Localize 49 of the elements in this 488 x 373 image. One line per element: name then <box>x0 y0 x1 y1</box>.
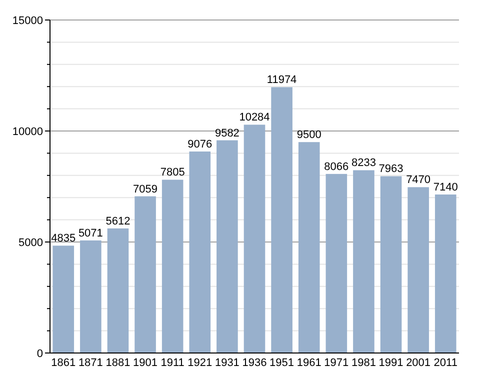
data-label: 5612 <box>106 215 130 228</box>
bar <box>189 152 211 353</box>
y-tick-label: 5000 <box>18 237 43 249</box>
data-label: 9582 <box>214 127 240 140</box>
bar <box>134 196 156 353</box>
bar <box>216 140 238 353</box>
bar <box>434 194 456 353</box>
data-label: 9500 <box>296 129 322 142</box>
x-tick-label: 1971 <box>324 357 349 369</box>
x-tick-label: 1911 <box>160 357 184 369</box>
bar <box>52 246 74 353</box>
x-tick-label: 2001 <box>406 357 431 369</box>
data-label: 11974 <box>266 74 297 86</box>
data-label: 7140 <box>433 181 458 194</box>
data-label: 4835 <box>51 232 76 245</box>
data-label: 5071 <box>78 227 103 240</box>
bar <box>162 180 184 353</box>
bar <box>271 87 292 353</box>
data-label: 7963 <box>378 163 404 176</box>
data-label: 7805 <box>160 166 185 179</box>
bar <box>107 228 129 353</box>
y-tick-label: 0 <box>36 348 43 360</box>
x-tick-label: 1951 <box>270 357 294 369</box>
bar <box>244 124 266 353</box>
x-tick-label: 1921 <box>188 357 212 369</box>
y-tick-label: 10000 <box>12 126 43 138</box>
x-tick-label: 1931 <box>214 357 240 369</box>
x-tick-label: 1961 <box>296 357 322 369</box>
x-tick-label: 2011 <box>434 357 458 369</box>
bar <box>380 176 402 353</box>
bar <box>326 174 348 353</box>
x-tick-label: 1881 <box>106 357 130 369</box>
x-tick-label: 1991 <box>378 357 404 369</box>
x-tick-label: 1936 <box>242 357 267 369</box>
x-tick-label: 1901 <box>133 357 158 369</box>
data-label: 8066 <box>324 160 349 173</box>
bar <box>80 240 102 353</box>
data-label: 7470 <box>406 174 431 186</box>
bar <box>298 142 320 353</box>
bar <box>353 170 374 353</box>
x-tick-label: 1861 <box>51 357 76 369</box>
data-label: 9076 <box>188 138 212 151</box>
y-tick-label: 15000 <box>12 15 43 27</box>
data-label: 8233 <box>351 157 376 170</box>
x-tick-label: 1871 <box>78 357 103 369</box>
bar <box>408 187 429 353</box>
data-label: 7059 <box>133 183 158 196</box>
x-tick-label: 1981 <box>351 357 376 369</box>
data-label: 10284 <box>239 112 270 124</box>
